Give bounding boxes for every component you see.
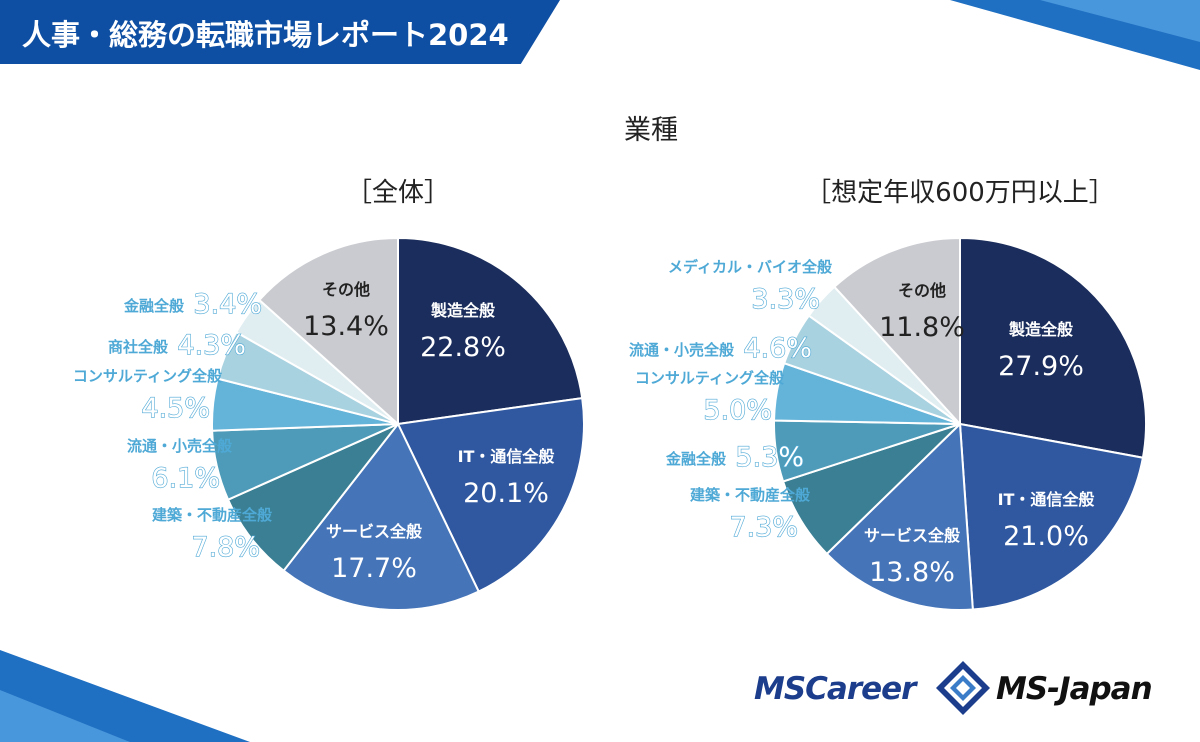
pie-1-label-4: 金融全般 <box>665 450 726 468</box>
pie-1-value-1: 21.0% <box>1003 521 1089 552</box>
pie-0-slice-2 <box>282 422 481 611</box>
chart-title-600: ［想定年収600万円以上］ <box>805 178 1115 208</box>
pie-1-value-2: 13.8% <box>869 557 955 588</box>
pie-1-value-3: 7.3% <box>729 512 798 543</box>
pie-0-label-0: 製造全般 <box>430 301 495 320</box>
pie-0-value-2: 17.7% <box>331 553 417 584</box>
chart-title-overall: ［全体］ <box>345 178 451 208</box>
pie-0-value-6: 4.3% <box>177 330 246 361</box>
pie-1-value-4: 5.3% <box>735 442 804 473</box>
pie-0-label-1: IT・通信全般 <box>458 447 555 466</box>
pie-1-value-6: 4.6% <box>743 333 812 364</box>
pie-0-slice-3 <box>226 423 399 573</box>
pie-0-slice-8 <box>257 236 399 427</box>
logo-area: MSCareer MS-Japan <box>748 655 1168 725</box>
pie-1-slice-2 <box>825 421 974 611</box>
pie-1-label-7: メディカル・バイオ全般 <box>668 258 832 276</box>
pie-0-slice-1 <box>396 396 585 593</box>
pie-1-value-5: 5.0% <box>703 395 772 426</box>
pie-0-label-2: サービス全般 <box>326 522 422 541</box>
pie-1-slice-1 <box>958 422 1145 611</box>
pie-1-label-0: 製造全般 <box>1008 320 1073 339</box>
pie-chart-1: 製造全般 27.9% IT・通信全般 21.0% サービス全般 13.8% 建築・不動産全般… <box>629 236 1147 611</box>
pie-0-label-3: 建築・不動産全般 <box>152 506 272 524</box>
pie-1-label-2: サービス全般 <box>864 526 960 545</box>
pie-1-label-8: その他 <box>898 281 946 300</box>
pie-0-value-8: 13.4% <box>303 311 389 342</box>
header-banner <box>0 0 560 64</box>
msjapan-mark-icon <box>936 661 990 715</box>
pie-1-value-0: 27.9% <box>998 351 1084 382</box>
pie-0-value-7: 3.4% <box>193 289 262 320</box>
pie-1-label-3: 建築・不動産全般 <box>690 486 810 504</box>
pie-0-label-6: 商社全般 <box>108 338 168 356</box>
pie-0-value-0: 22.8% <box>420 332 506 363</box>
pie-0-value-1: 20.1% <box>463 478 549 509</box>
page-title: 業種 <box>624 115 678 146</box>
report-title: 人事・総務の転職市場レポート2024 <box>22 18 509 52</box>
pie-0-label-7: 金融全般 <box>123 297 184 315</box>
msjapan-logo: MS-Japan <box>996 671 1153 707</box>
pie-1-value-7: 3.3% <box>751 284 820 315</box>
pie-1-slice-8 <box>832 236 961 427</box>
pie-0-slice-0 <box>397 236 584 426</box>
pie-0-label-8: その他 <box>322 280 370 299</box>
pie-0-value-3: 7.8% <box>191 532 260 563</box>
pie-1-label-6: 流通・小売全般 <box>629 341 734 359</box>
pie-1-label-5: コンサルティング全般 <box>635 369 784 387</box>
pie-1-label-1: IT・通信全般 <box>998 490 1095 509</box>
pie-1-value-8: 11.8% <box>879 312 965 343</box>
pie-0-value-5: 4.5% <box>141 393 210 424</box>
mscareer-logo: MSCareer <box>754 671 916 707</box>
pie-0-value-4: 6.1% <box>151 463 220 494</box>
pie-0-label-5: コンサルティング全般 <box>73 367 222 385</box>
pie-0-label-4: 流通・小売全般 <box>127 437 232 455</box>
pie-1-slice-0 <box>959 236 1147 459</box>
pie-chart-0: 製造全般 22.8% IT・通信全般 20.1% サービス全般 17.7% 建築・不動産全般… <box>73 236 585 611</box>
